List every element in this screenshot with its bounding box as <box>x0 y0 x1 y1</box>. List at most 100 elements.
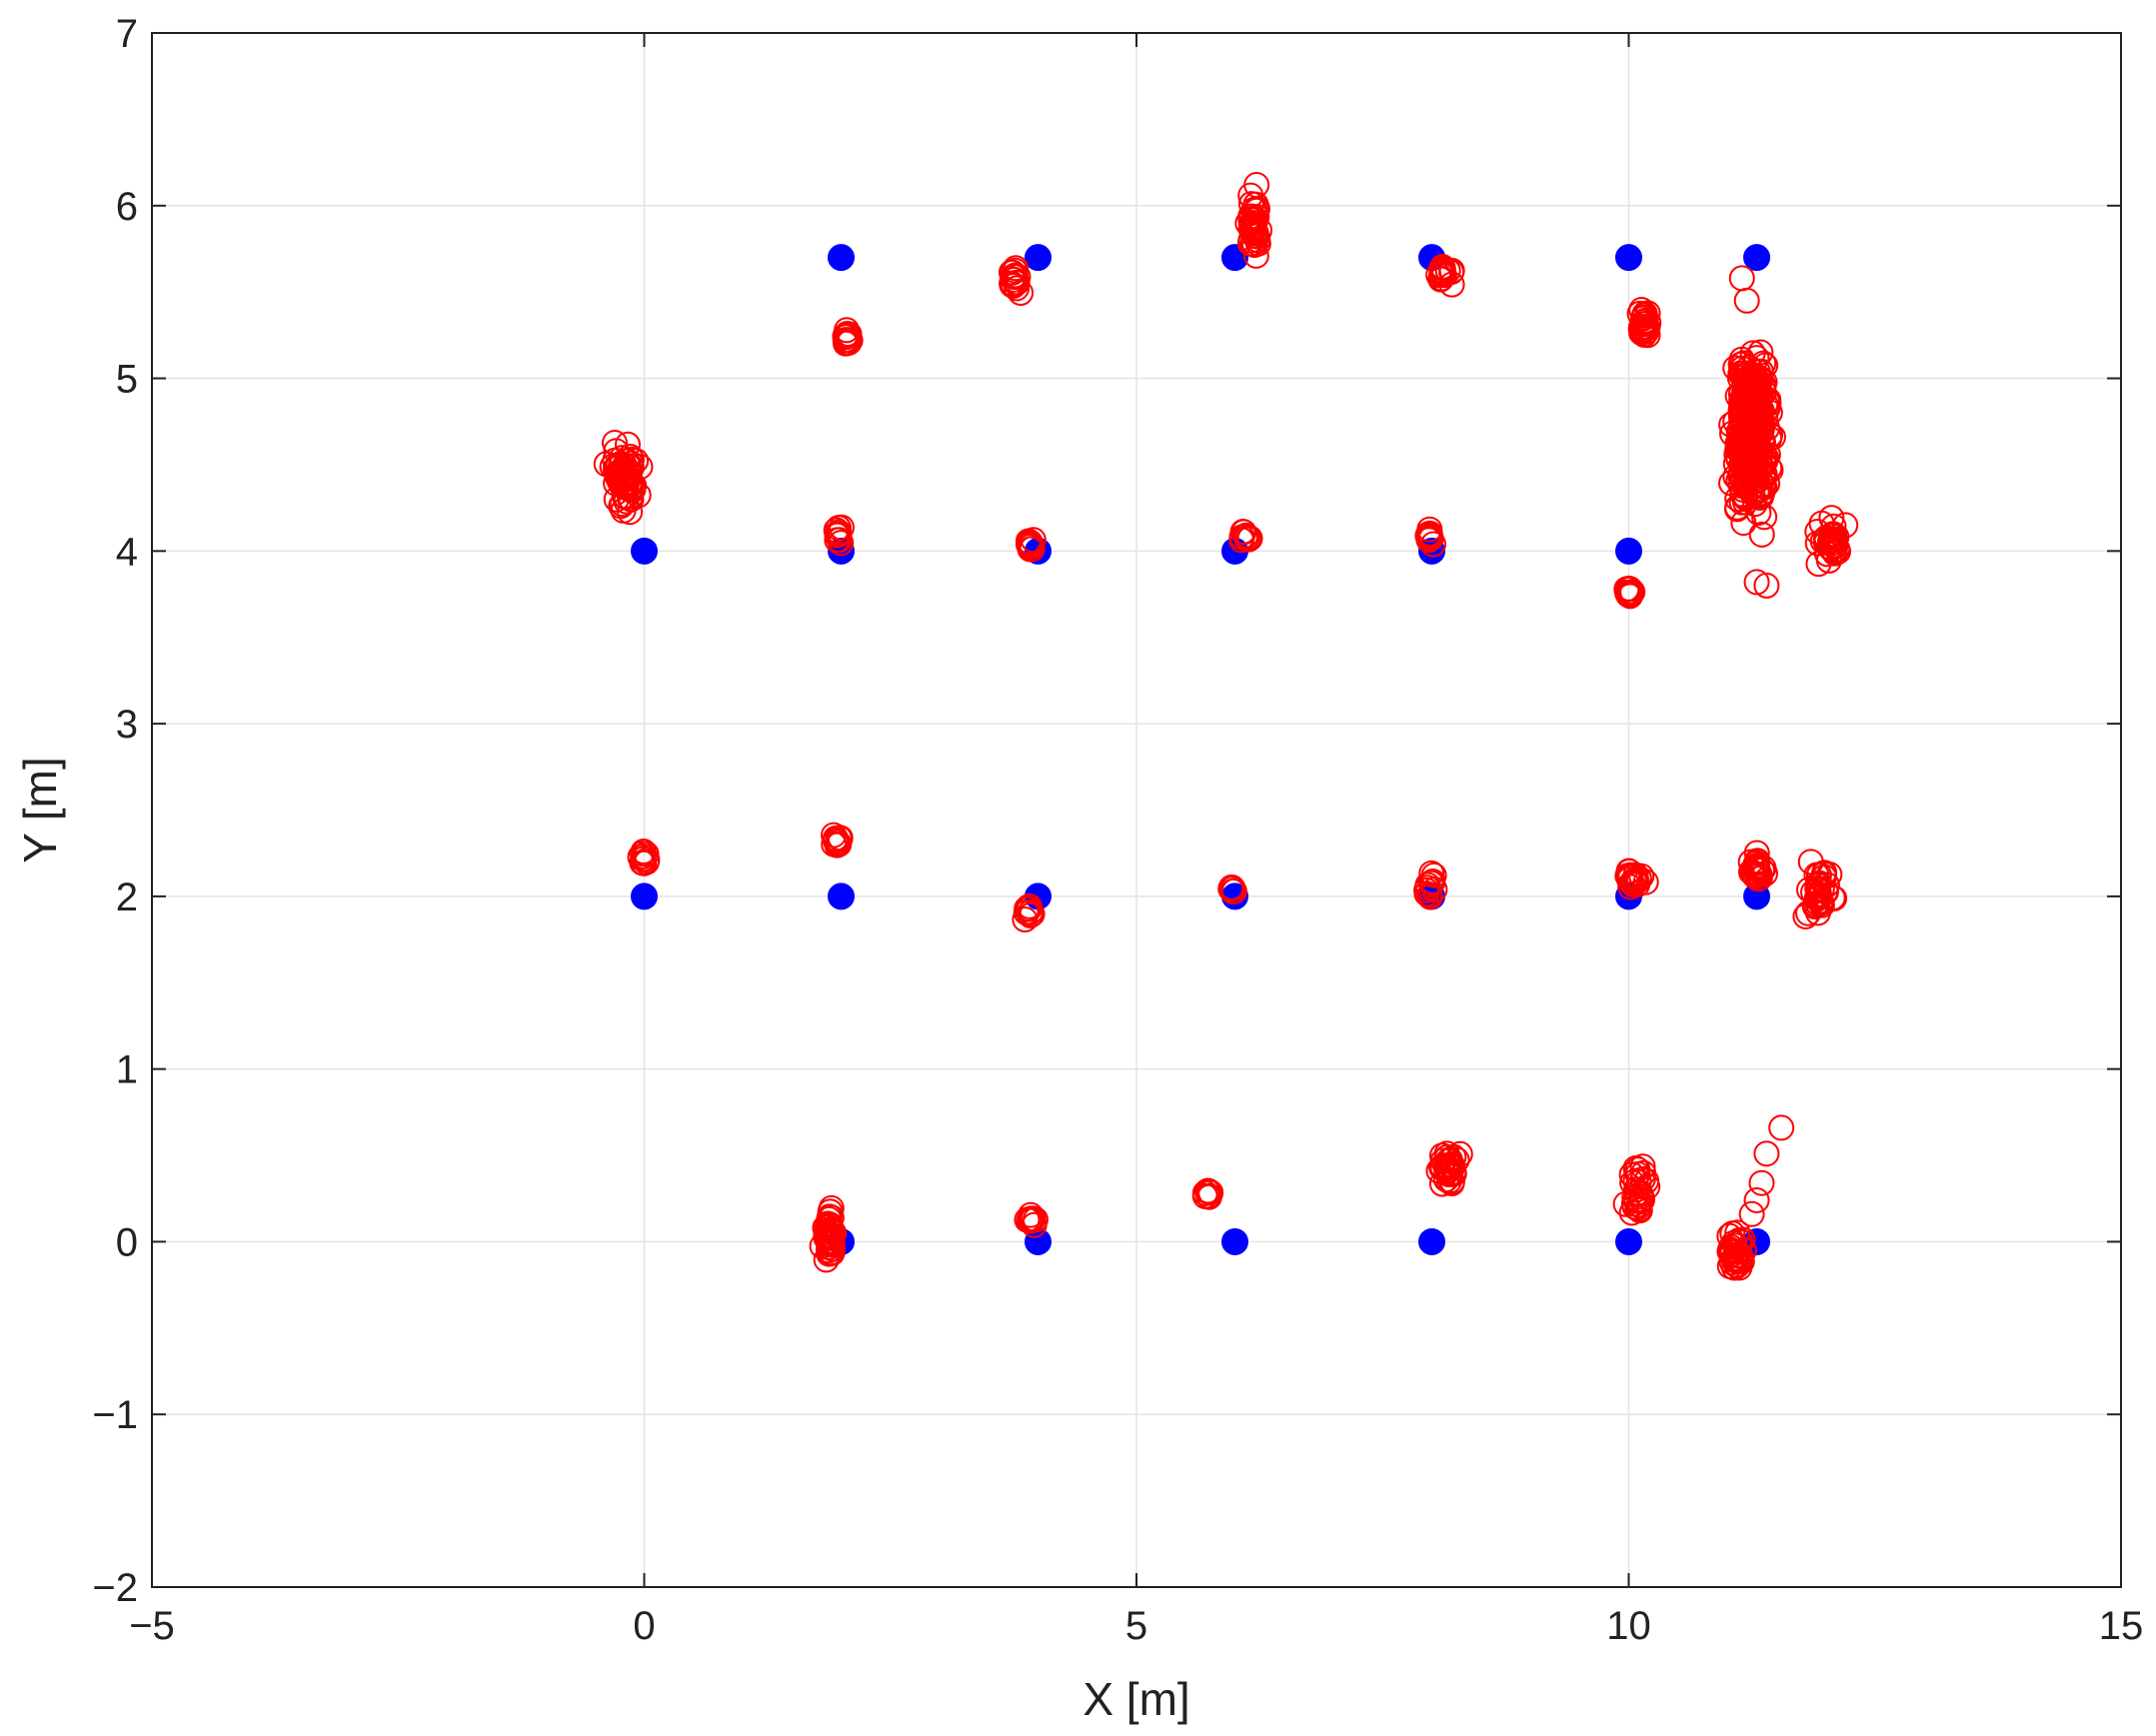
estimate-point <box>1730 510 1757 537</box>
y-tick-label: 5 <box>116 358 138 402</box>
estimate-point <box>1753 572 1780 599</box>
axis-ticks: −5 0 5 10 15 −2 −1 0 1 2 3 4 5 6 7 <box>92 12 2143 1648</box>
estimate-point <box>1738 1200 1765 1227</box>
estimate-point <box>1724 494 1751 521</box>
estimate-point <box>1004 275 1031 302</box>
estimate-point <box>1019 900 1046 927</box>
estimate-point <box>1242 220 1269 247</box>
estimate-point <box>1768 1114 1795 1141</box>
estimate-point <box>602 455 629 482</box>
estimate-point <box>1816 528 1843 555</box>
estimate-point <box>1743 569 1770 596</box>
x-axis-label: X [m] <box>1082 1673 1189 1725</box>
estimate-point <box>1626 1192 1653 1219</box>
y-tick-label: 4 <box>116 530 138 574</box>
estimate-point <box>633 849 660 875</box>
ground-truth-point <box>631 882 658 910</box>
estimate-point <box>823 827 850 854</box>
estimate-point <box>1002 257 1029 284</box>
estimate-point <box>1418 860 1445 886</box>
estimate-point <box>1722 1251 1749 1278</box>
estimate-point <box>1795 899 1822 926</box>
ground-truth-point <box>828 882 855 910</box>
estimate-point <box>1429 255 1456 282</box>
x-tick-label: 15 <box>2099 1604 2144 1648</box>
ground-truth-point <box>1615 1227 1642 1255</box>
estimate-point <box>1191 1182 1218 1209</box>
estimate-point <box>1014 895 1041 922</box>
estimate-point <box>1803 862 1830 888</box>
estimated-points <box>593 172 1859 1281</box>
estimate-point <box>1232 522 1259 549</box>
ground-truth-point <box>828 244 855 272</box>
estimate-point <box>1229 519 1256 546</box>
estimate-point <box>818 1204 845 1231</box>
estimate-point <box>1243 172 1270 199</box>
estimate-point <box>1015 531 1042 558</box>
estimate-point <box>603 486 630 513</box>
estimate-point <box>823 517 850 544</box>
estimate-point <box>1012 906 1039 933</box>
estimate-point <box>1621 1184 1648 1211</box>
estimate-point <box>1616 580 1643 607</box>
estimate-point <box>614 431 641 458</box>
x-tick-label: −5 <box>129 1604 175 1648</box>
estimate-point <box>1619 870 1646 897</box>
estimate-point <box>1220 877 1247 904</box>
estimate-point <box>1739 366 1766 393</box>
estimate-point <box>1748 521 1775 548</box>
estimate-point <box>1748 1169 1775 1196</box>
y-tick-label: 2 <box>116 875 138 919</box>
estimate-point <box>1634 300 1661 327</box>
ground-truth-point <box>1743 244 1771 272</box>
ground-truth-point <box>631 537 658 565</box>
ground-truth-point <box>1221 1227 1248 1255</box>
estimate-point <box>618 446 645 473</box>
estimate-point <box>1743 1186 1770 1213</box>
estimate-point <box>1730 350 1757 377</box>
estimate-point <box>1218 874 1245 901</box>
y-tick-label: 3 <box>116 703 138 747</box>
estimate-point <box>1438 271 1465 298</box>
estimate-point <box>1613 576 1640 603</box>
estimate-point <box>832 323 859 350</box>
estimate-point <box>1628 1183 1655 1210</box>
estimate-point <box>1750 472 1777 499</box>
y-tick-label: −1 <box>92 1393 138 1437</box>
estimate-point <box>1804 530 1831 557</box>
estimate-point <box>1718 1249 1745 1276</box>
estimate-point <box>1239 230 1266 257</box>
estimate-point <box>633 841 660 868</box>
estimate-point <box>608 467 635 494</box>
ground-truth-point <box>1418 1227 1445 1255</box>
x-tick-label: 0 <box>633 1604 655 1648</box>
estimate-point <box>1797 849 1824 875</box>
estimate-point <box>1747 481 1774 508</box>
estimate-point <box>1743 345 1770 372</box>
estimate-point <box>1241 232 1268 259</box>
y-tick-label: 6 <box>116 185 138 229</box>
estimate-point <box>1625 866 1652 892</box>
estimate-point <box>826 825 853 852</box>
estimate-point <box>630 838 657 865</box>
estimate-point <box>1242 191 1269 218</box>
estimate-point <box>1734 443 1761 470</box>
estimate-point <box>1816 862 1843 888</box>
estimate-point <box>1014 1206 1041 1233</box>
estimate-point <box>1632 310 1659 337</box>
estimate-point <box>1748 400 1775 427</box>
estimate-point <box>1744 380 1771 407</box>
estimate-point <box>1813 871 1840 898</box>
estimate-point <box>1017 533 1044 560</box>
estimate-point <box>1421 876 1448 903</box>
estimate-point <box>1751 504 1778 531</box>
y-tick-label: 0 <box>116 1220 138 1264</box>
estimate-point <box>1744 434 1771 461</box>
estimate-point <box>1433 1140 1460 1167</box>
estimate-point <box>1415 521 1442 548</box>
estimate-point <box>1734 407 1761 434</box>
estimate-point <box>813 1225 840 1252</box>
estimate-point <box>1742 855 1769 881</box>
ground-truth-point <box>1615 537 1642 565</box>
